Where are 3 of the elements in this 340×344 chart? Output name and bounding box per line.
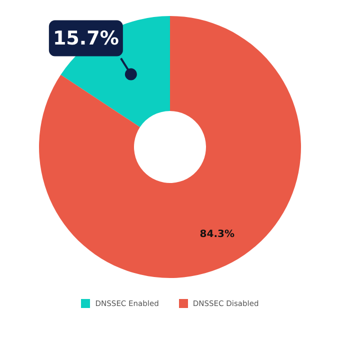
data-label: 84.3% (200, 229, 234, 240)
donut-slice (39, 16, 301, 278)
data-label: 15.7% (52, 27, 119, 50)
